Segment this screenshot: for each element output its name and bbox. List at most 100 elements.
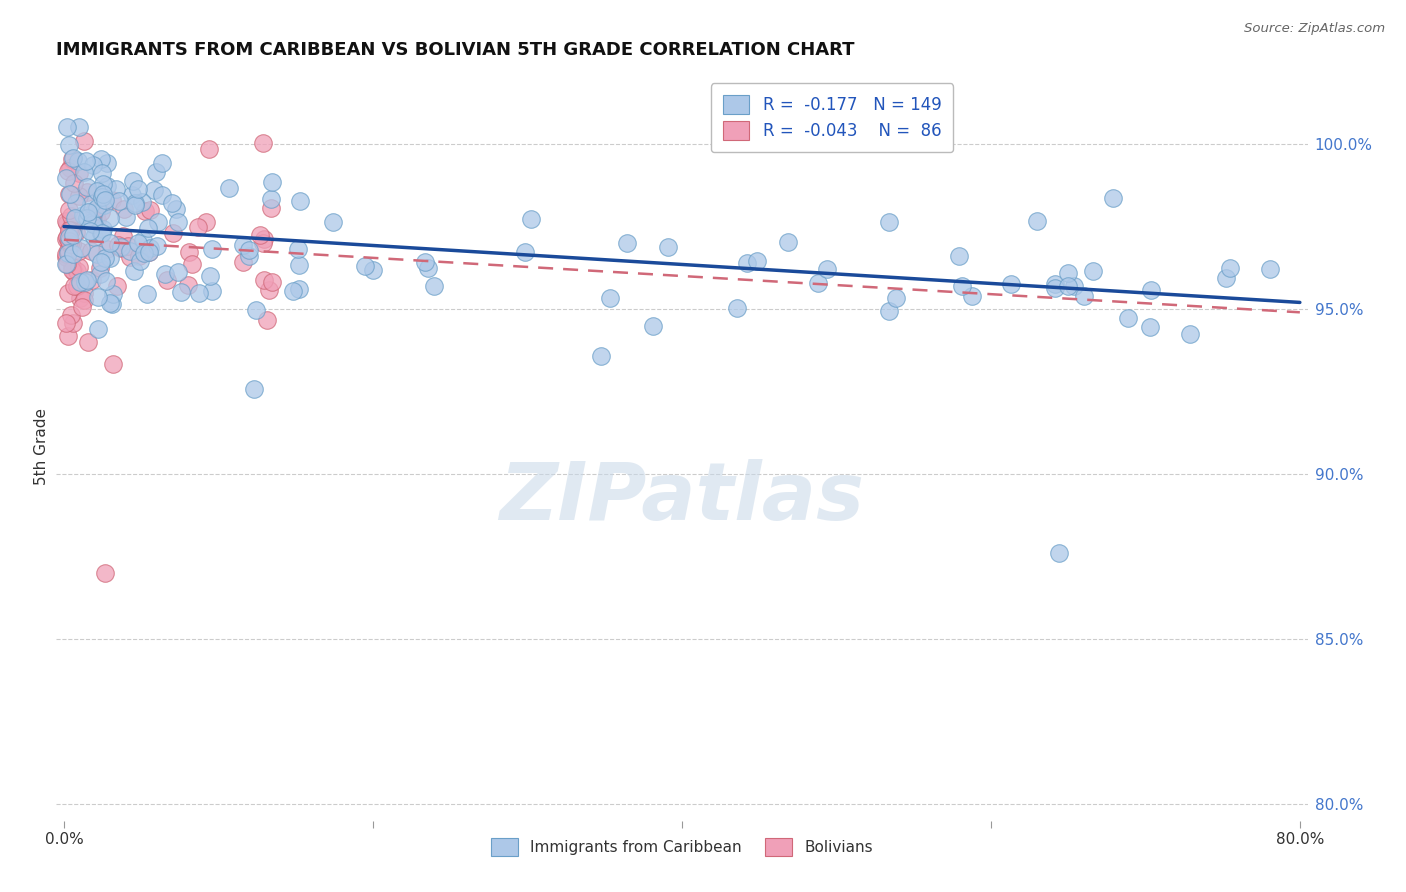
Point <box>62 247 84 261</box>
Point <box>67 153 90 168</box>
Point <box>201 284 224 298</box>
Point <box>1140 283 1163 297</box>
Point <box>90 254 112 268</box>
Point <box>150 187 173 202</box>
Point <box>112 202 135 216</box>
Point <box>197 142 219 156</box>
Point <box>90 204 112 219</box>
Point <box>80 244 103 258</box>
Point <box>283 285 305 299</box>
Point <box>56 233 79 247</box>
Point <box>91 166 114 180</box>
Point <box>93 177 115 191</box>
Point <box>55 247 77 261</box>
Point <box>72 208 94 222</box>
Point <box>56 257 79 271</box>
Point <box>187 220 209 235</box>
Point <box>962 289 984 303</box>
Point <box>65 225 87 239</box>
Point <box>122 174 145 188</box>
Point <box>1063 279 1085 293</box>
Point <box>66 264 89 278</box>
Point <box>63 211 86 225</box>
Point <box>124 198 146 212</box>
Point <box>415 255 437 269</box>
Point <box>67 244 90 259</box>
Point <box>60 219 83 233</box>
Point <box>128 249 150 263</box>
Point <box>127 182 149 196</box>
Point <box>94 274 117 288</box>
Point <box>153 267 176 281</box>
Point <box>1049 546 1071 560</box>
Point <box>60 209 83 223</box>
Point <box>67 120 90 135</box>
Point <box>83 203 105 218</box>
Point <box>156 273 179 287</box>
Point <box>288 194 311 208</box>
Point <box>94 251 117 265</box>
Point <box>98 296 121 310</box>
Point <box>80 273 103 287</box>
Point <box>1180 327 1202 342</box>
Point <box>423 279 446 293</box>
Point <box>138 203 160 218</box>
Point <box>80 197 103 211</box>
Point <box>115 210 138 224</box>
Point <box>884 291 907 305</box>
Point <box>55 170 77 185</box>
Point <box>950 279 973 293</box>
Point <box>58 137 80 152</box>
Point <box>98 211 121 226</box>
Point <box>599 291 621 305</box>
Point <box>513 244 536 259</box>
Point <box>180 257 202 271</box>
Point <box>55 316 77 330</box>
Point <box>82 215 104 229</box>
Point <box>77 204 100 219</box>
Point <box>776 235 799 250</box>
Point <box>98 236 121 251</box>
Point <box>91 221 114 235</box>
Text: ZIPatlas: ZIPatlas <box>499 459 865 538</box>
Point <box>877 304 900 318</box>
Point <box>232 254 254 268</box>
Point <box>260 192 283 206</box>
Point <box>79 224 101 238</box>
Point <box>76 273 98 287</box>
Point <box>82 217 104 231</box>
Point <box>55 213 77 227</box>
Point <box>100 296 122 310</box>
Point <box>127 235 149 250</box>
Point <box>65 279 87 293</box>
Point <box>62 317 84 331</box>
Point <box>129 253 152 268</box>
Point <box>63 279 86 293</box>
Point <box>143 183 166 197</box>
Point <box>96 156 118 170</box>
Point <box>91 226 114 240</box>
Point <box>257 283 280 297</box>
Point <box>136 220 159 235</box>
Text: IMMIGRANTS FROM CARIBBEAN VS BOLIVIAN 5TH GRADE CORRELATION CHART: IMMIGRANTS FROM CARIBBEAN VS BOLIVIAN 5T… <box>56 41 855 59</box>
Point <box>138 245 160 260</box>
Point <box>55 232 77 246</box>
Point <box>150 156 173 170</box>
Point <box>287 242 309 256</box>
Point <box>146 239 169 253</box>
Point <box>59 308 82 322</box>
Point <box>146 215 169 229</box>
Point <box>1258 262 1281 277</box>
Point <box>807 276 830 290</box>
Point <box>238 243 260 257</box>
Point <box>89 261 111 276</box>
Point <box>136 287 159 301</box>
Point <box>60 263 83 277</box>
Point <box>98 251 121 265</box>
Point <box>1043 281 1066 295</box>
Point <box>253 232 276 246</box>
Point <box>76 185 98 199</box>
Point <box>238 249 260 263</box>
Point <box>86 246 108 260</box>
Point <box>122 264 145 278</box>
